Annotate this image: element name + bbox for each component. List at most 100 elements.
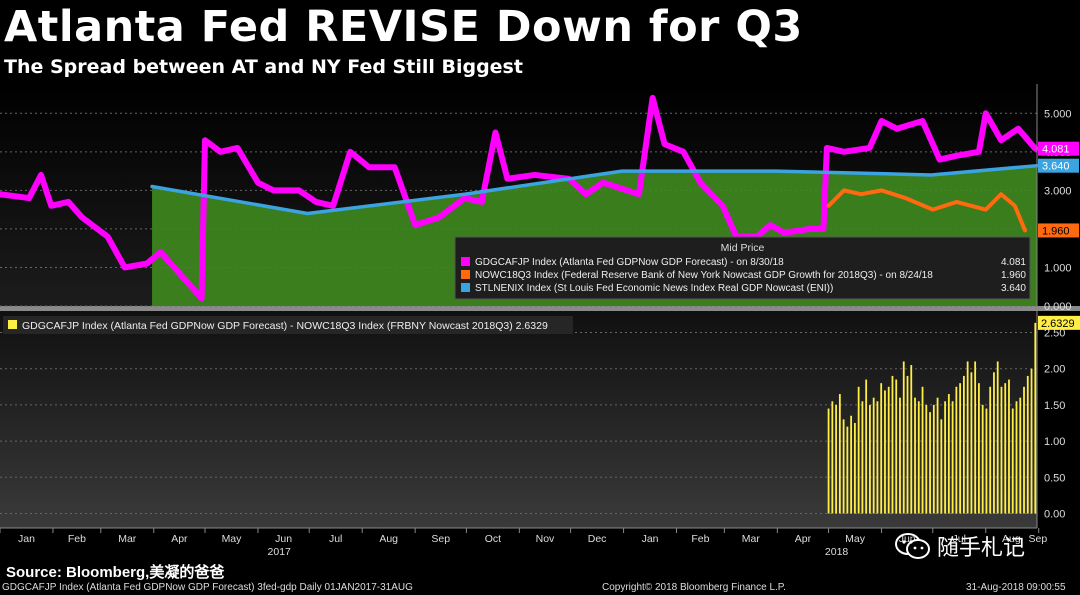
x-month-label: Sep — [1029, 533, 1048, 545]
nowc18q3-line — [826, 188, 1028, 233]
chart-title: Atlanta Fed REVISE Down for Q3 — [4, 2, 803, 52]
x-month-label: Apr — [795, 533, 812, 545]
upper-y-tick-label: 1.000 — [1044, 262, 1072, 274]
svg-text:STLNENIX Index (St Louis Fed E: STLNENIX Index (St Louis Fed Economic Ne… — [475, 283, 833, 294]
spread-last-value-tag: 2.6329 — [1038, 315, 1080, 330]
nowcast-spread-bar — [861, 401, 864, 514]
nowcast-spread-bar — [993, 372, 995, 514]
nowcast-spread-bar — [936, 397, 939, 514]
nowcast-spread-bar — [842, 419, 845, 514]
x-month-label: Mar — [118, 533, 137, 545]
x-month-label: Jun — [275, 533, 292, 545]
x-month-label: May — [222, 533, 243, 545]
lower-y-tick-label: 2.50 — [1044, 327, 1065, 339]
nowcast-spread-bar — [996, 361, 999, 514]
nowcast-spread-bar — [955, 386, 958, 514]
gdgcafjp-line — [0, 94, 1039, 302]
chart-subtitle: The Spread between AT and NY Fed Still B… — [4, 56, 523, 78]
legend-item-gdgcafjp: GDGCAFJP Index (Atlanta Fed GDPNow GDP F… — [461, 257, 1026, 268]
svg-text:1.960: 1.960 — [1042, 225, 1070, 237]
x-month-label: Oct — [485, 533, 501, 545]
nowcast-spread-bar — [989, 386, 992, 514]
svg-text:1.960: 1.960 — [1001, 270, 1026, 281]
x-month-label: May — [845, 533, 866, 545]
svg-text:3.640: 3.640 — [1042, 161, 1070, 173]
nowcast-spread-bar — [891, 375, 894, 514]
x-month-label: Feb — [691, 533, 709, 545]
nowcast-spread-bar — [1030, 368, 1033, 514]
nowcast-spread-bar — [925, 404, 928, 514]
nowcast-spread-bar — [838, 394, 841, 514]
nowcast-spread-bar — [887, 386, 890, 514]
x-year-label: 2018 — [825, 546, 849, 558]
nowcast-spread-bar — [857, 386, 860, 514]
nowcast-spread-bar — [899, 397, 901, 514]
nowcast-spread-bar — [1008, 379, 1010, 514]
nowcast-spread-bar — [906, 375, 909, 514]
footer-timestamp: 31-Aug-2018 09:00:55 — [966, 582, 1066, 593]
nowcast-spread-bar — [962, 375, 965, 514]
nowcast-spread-bar — [846, 426, 849, 514]
watermark: 随手札记 — [895, 530, 1025, 562]
x-month-label: Jan — [18, 533, 35, 545]
nowcast-spread-bar — [853, 423, 856, 514]
footer-copyright: Copyright© 2018 Bloomberg Finance L.P. — [602, 582, 786, 593]
svg-text:NOWC18Q3 Index (Federal Reserv: NOWC18Q3 Index (Federal Reserve Bank of … — [475, 270, 933, 281]
nowcast-spread-bar — [902, 361, 905, 514]
x-month-label: Mar — [742, 533, 761, 545]
nowcast-spread-bar — [1034, 322, 1037, 514]
upper-y-tick-label: 3.000 — [1044, 185, 1072, 197]
lower-y-tick-label: 0.50 — [1044, 472, 1065, 484]
x-year-label: 2017 — [268, 546, 292, 558]
svg-text:2.6329: 2.6329 — [1041, 318, 1075, 330]
nowcast-spread-bar — [910, 365, 913, 514]
watermark-text: 随手札记 — [937, 536, 1026, 561]
x-month-label: Apr — [171, 533, 188, 545]
footer-ticker: GDGCAFJP Index (Atlanta Fed GDPNow GDP F… — [2, 582, 413, 593]
nowcast-spread-bar — [940, 419, 943, 514]
nowcast-spread-bar — [981, 404, 984, 514]
nowcast-spread-bar — [959, 383, 962, 514]
nowcast-spread-bar — [884, 390, 886, 514]
lower-y-tick-label: 1.00 — [1044, 436, 1065, 448]
nowcast-spread-bar — [970, 372, 973, 514]
nowcast-spread-bar — [1000, 386, 1003, 514]
nowcast-spread-bar — [914, 397, 916, 514]
nowcast-spread-bar — [929, 412, 931, 514]
nowcast-spread-bar — [947, 394, 950, 514]
nowcast-spread-bar — [850, 415, 853, 514]
x-month-label: Nov — [536, 533, 555, 545]
nowcast-spread-bar — [880, 383, 883, 514]
nowcast-spread-bar — [1023, 386, 1025, 514]
x-month-label: Aug — [379, 533, 398, 545]
svg-text:GDGCAFJP Index (Atlanta Fed GD: GDGCAFJP Index (Atlanta Fed GDPNow GDP F… — [475, 257, 784, 268]
stlnenix-line — [150, 163, 1039, 216]
svg-text:GDGCAFJP Index (Atlanta Fed GD: GDGCAFJP Index (Atlanta Fed GDPNow GDP F… — [22, 320, 548, 332]
lower-y-tick-label: 0.00 — [1044, 509, 1065, 521]
nowcast-spread-bar — [917, 401, 920, 514]
nowcast-spread-bar — [831, 401, 834, 514]
panel-separator — [0, 306, 1080, 311]
nowcast-spread-bar — [1026, 375, 1029, 514]
svg-text:3.640: 3.640 — [1001, 283, 1026, 294]
stlnenix-last-value-tag: 3.640 — [1038, 158, 1079, 173]
nowcast-spread-bar — [835, 404, 837, 514]
legend-box — [454, 236, 1031, 300]
lower-legend: GDGCAFJP Index (Atlanta Fed GDPNow GDP F… — [3, 316, 573, 334]
gdgcafjp-last-value-tag: 4.081 — [1038, 141, 1079, 156]
nowcast-spread-bar — [951, 401, 954, 514]
legend-item-nowc18q3: NOWC18Q3 Index (Federal Reserve Bank of … — [461, 270, 1026, 281]
nowcast-spread-bar — [921, 386, 924, 514]
nowcast-spread-bar — [872, 397, 875, 514]
nowcast-spread-bar — [876, 401, 879, 514]
svg-text:4.081: 4.081 — [1042, 144, 1070, 156]
svg-text:4.081: 4.081 — [1001, 257, 1026, 268]
x-month-label: Dec — [588, 533, 607, 545]
nowcast-spread-bar — [944, 401, 946, 514]
nowcast-spread-bar — [1015, 401, 1018, 514]
nowcast-spread-bar — [895, 379, 898, 514]
nowc18q3-last-value-tag: 1.960 — [1038, 223, 1079, 238]
legend-item-stlnenix: STLNENIX Index (St Louis Fed Economic Ne… — [461, 283, 1026, 294]
x-month-label: Jul — [953, 533, 966, 545]
x-month-label: Sep — [431, 533, 450, 545]
